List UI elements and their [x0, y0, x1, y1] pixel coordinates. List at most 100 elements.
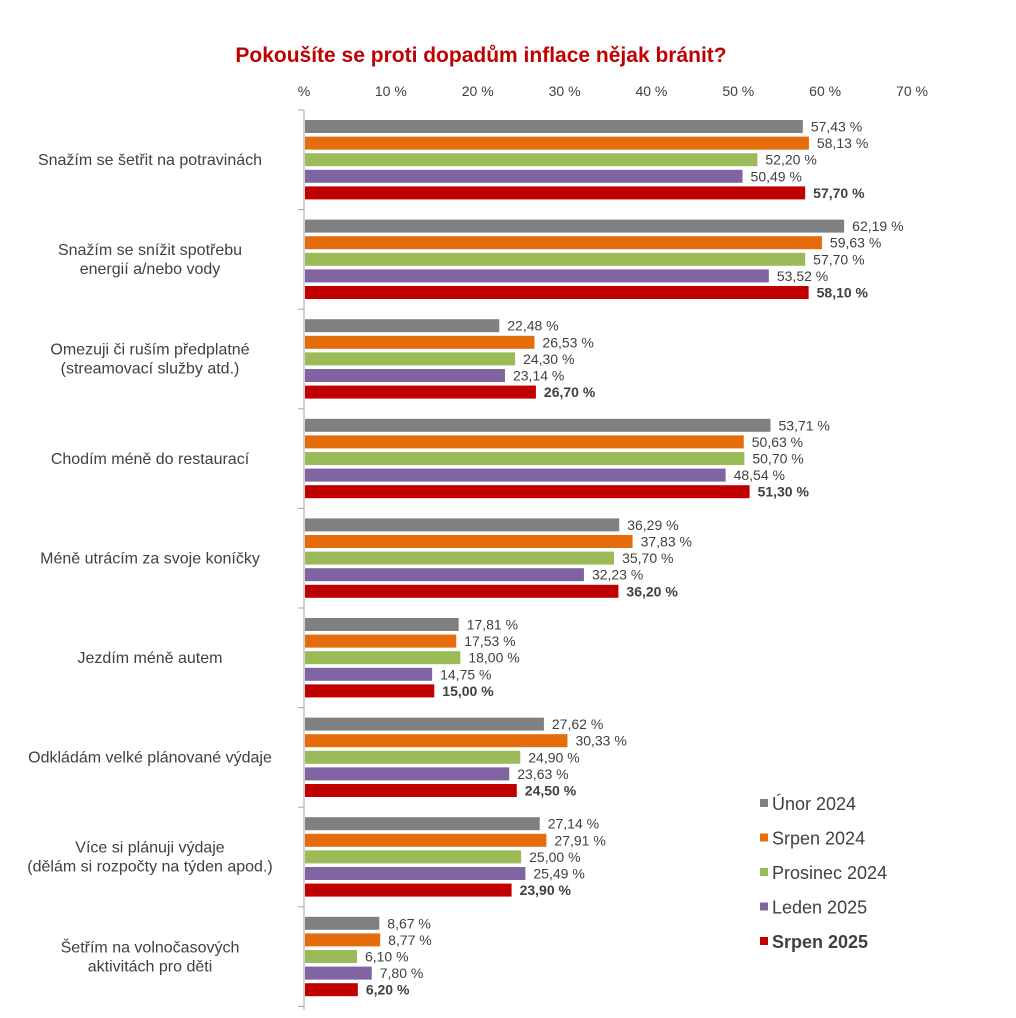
data-label: 53,52 % [777, 268, 828, 284]
data-label: 26,70 % [544, 384, 596, 400]
category-label-line: Odkládám velké plánované výdaje [28, 750, 272, 767]
bar [305, 452, 745, 465]
category-label: Méně utrácím za svoje koníčky [40, 550, 260, 567]
data-label: 23,14 % [513, 368, 564, 384]
x-tick-label: % [298, 83, 310, 99]
bar [305, 867, 526, 880]
data-label: 32,23 % [592, 567, 643, 583]
category-label-line: Více si plánuji výdaje [75, 840, 225, 857]
bar [305, 767, 510, 781]
data-label: 7,80 % [380, 965, 424, 981]
data-label: 6,20 % [366, 982, 410, 998]
bar [305, 933, 381, 947]
data-label: 24,90 % [528, 749, 579, 765]
data-label: 59,63 % [830, 235, 881, 251]
category-label-line: aktivitách pro děti [88, 958, 213, 975]
category-label: Šetřím na volnočasových aktivitách pro dě… [61, 937, 240, 975]
data-label: 18,00 % [468, 650, 519, 666]
bar [305, 966, 372, 980]
bar [305, 551, 615, 565]
data-label: 50,70 % [752, 451, 803, 467]
category-label-line: Méně utrácím za svoje koníčky [40, 550, 260, 567]
bar [305, 435, 744, 449]
data-label: 58,13 % [817, 135, 868, 151]
data-label: 37,83 % [641, 534, 692, 550]
data-label: 24,50 % [525, 783, 577, 799]
data-label: 57,43 % [811, 119, 862, 135]
legend-swatch [760, 833, 768, 842]
bar [305, 352, 516, 366]
data-label: 36,20 % [626, 583, 678, 599]
bar [305, 950, 357, 963]
bar [305, 750, 521, 764]
legend-label: Leden 2025 [772, 898, 867, 918]
bar [305, 667, 433, 681]
bar [305, 286, 809, 299]
y-axis [298, 109, 305, 1010]
bar [305, 584, 619, 598]
data-label: 22,48 % [507, 318, 558, 334]
category-label: Více si plánuji výdaje (dělám si rozpočty… [27, 840, 272, 876]
category-label-line: Snažím se snížit spotřebu [58, 242, 242, 259]
bar [305, 252, 806, 266]
data-label: 50,49 % [751, 168, 802, 184]
legend-swatch [760, 902, 768, 911]
legend: Únor 2024 Srpen 2024 Prosinec 2024 Leden 20… [760, 793, 887, 952]
bar [305, 369, 505, 382]
x-tick-label: 60 % [809, 83, 841, 99]
bar [305, 219, 845, 233]
data-label: 23,90 % [520, 882, 572, 898]
category-label: Chodím méně do restaurací [51, 451, 250, 468]
legend-label: Prosinec 2024 [772, 863, 887, 883]
data-label: 52,20 % [765, 152, 816, 168]
bar [305, 717, 544, 731]
category-labels: Snažím se šetřit na potravinách Snažím se… [27, 152, 272, 975]
data-label: 6,10 % [365, 949, 409, 965]
chart-title: Pokoušíte se proti dopadům inflace nějak… [235, 44, 726, 67]
bar [305, 186, 806, 200]
data-label: 50,63 % [752, 434, 803, 450]
bar [305, 850, 522, 864]
bar [305, 319, 500, 333]
data-label: 25,00 % [529, 849, 580, 865]
bar [305, 634, 457, 648]
data-label: 27,14 % [548, 816, 599, 832]
legend-label: Srpen 2024 [772, 829, 865, 849]
legend-swatch [760, 799, 768, 807]
data-label: 62,19 % [852, 218, 903, 234]
bar [305, 335, 535, 349]
data-label: 27,62 % [552, 716, 603, 732]
bar [305, 169, 743, 183]
bar [305, 618, 459, 631]
data-label: 25,49 % [533, 866, 584, 882]
bar [305, 784, 517, 797]
data-label: 14,75 % [440, 666, 491, 682]
category-label: Snažím se snížit spotřebu energií a/nebo … [58, 242, 242, 278]
x-tick-label: 30 % [549, 83, 581, 99]
data-label: 26,53 % [542, 334, 593, 350]
category-label-line: energií a/nebo vody [80, 261, 221, 278]
data-label: 15,00 % [442, 683, 494, 699]
x-tick-label: 40 % [635, 83, 667, 99]
bar [305, 136, 809, 150]
category-label: Jezdím méně autem [78, 650, 223, 667]
bar [305, 468, 726, 482]
data-label: 57,70 % [813, 251, 864, 267]
x-tick-label: 20 % [462, 83, 494, 99]
bar [305, 817, 540, 831]
bar [305, 833, 547, 847]
bar [305, 568, 584, 582]
data-label: 27,91 % [554, 832, 605, 848]
bar [305, 883, 512, 897]
category-label: Odkládám velké plánované výdaje [28, 750, 272, 767]
bar [305, 269, 769, 283]
data-label: 23,63 % [517, 766, 568, 782]
bar [305, 684, 435, 698]
data-label: 17,53 % [464, 633, 515, 649]
bar [305, 120, 803, 133]
category-label-line: Chodím méně do restaurací [51, 451, 250, 468]
bar [305, 485, 750, 499]
bar [305, 518, 620, 532]
data-label: 58,10 % [817, 285, 869, 301]
